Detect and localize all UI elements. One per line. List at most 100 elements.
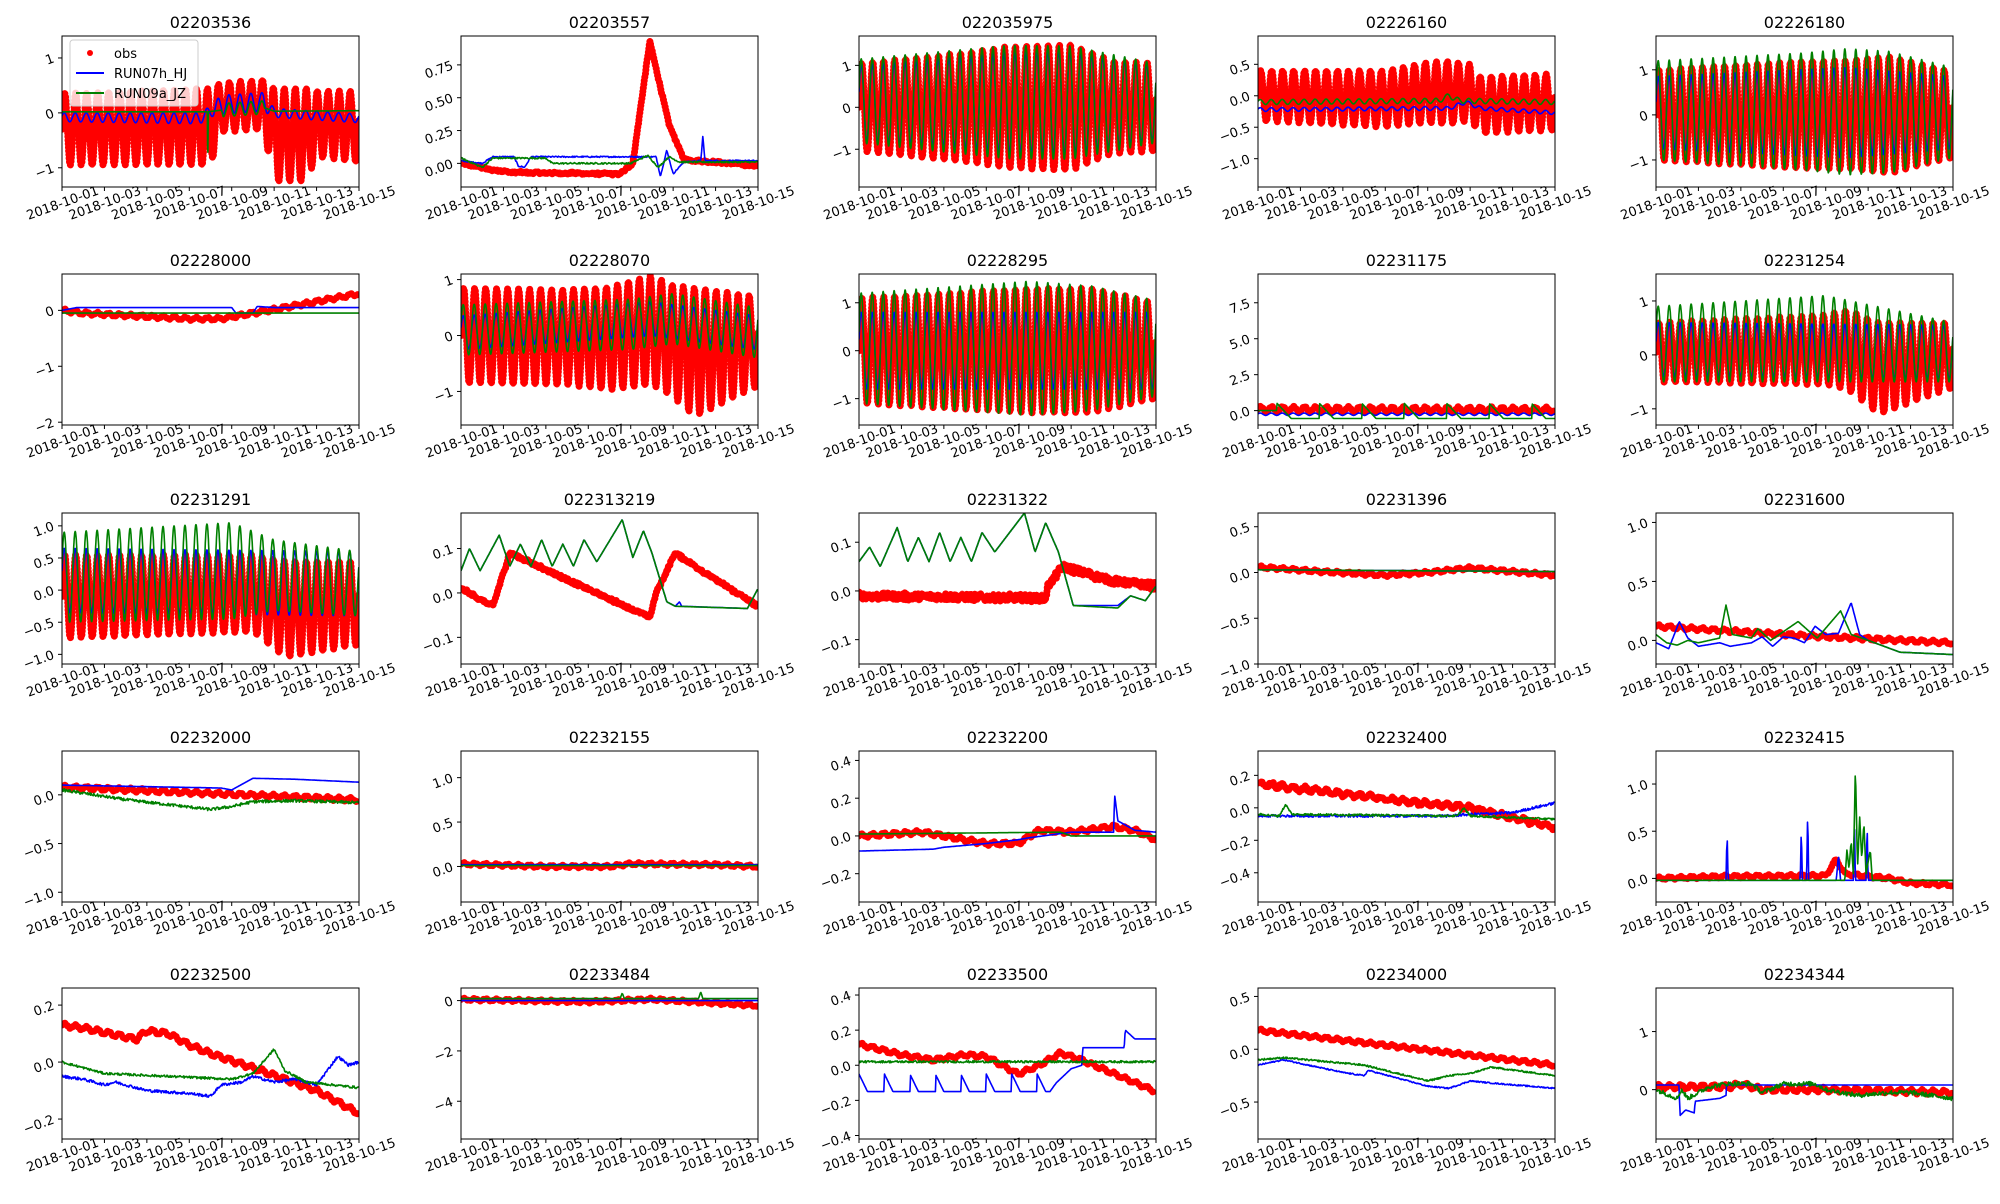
subplot-02232400: 02232400−0.4−0.20.00.22018-10-012018-10-… <box>1218 728 1594 939</box>
subplot-title: 02231291 <box>170 490 251 509</box>
y-tick-label: −0.4 <box>1218 866 1253 891</box>
obs-series-band <box>859 560 1156 605</box>
y-tick-label: −1 <box>33 161 56 182</box>
plot-area <box>1258 57 1555 137</box>
subplot-02231175: 022311750.02.55.07.52018-10-012018-10-03… <box>1221 251 1594 462</box>
y-tick-label: 0.0 <box>829 830 854 851</box>
axes-frame <box>1655 35 1954 188</box>
axes-frame <box>1257 512 1556 665</box>
y-tick-label: 0.0 <box>32 1056 57 1077</box>
run09a-jz-series <box>62 100 359 153</box>
y-tick-label: 1 <box>1637 1025 1650 1042</box>
y-tick-label: −1.0 <box>22 648 57 673</box>
run09a-jz-series <box>1656 775 1953 882</box>
plot-area <box>1258 402 1555 420</box>
plot-area <box>1258 562 1555 580</box>
plot-area <box>62 522 359 661</box>
legend-label-obs: obs <box>114 47 137 62</box>
y-tick-label: −0.2 <box>819 867 854 892</box>
y-tick-label: 0.0 <box>1228 801 1253 822</box>
y-tick-label: 0 <box>442 329 455 346</box>
plot-area <box>1656 48 1953 177</box>
obs-series-band <box>1258 778 1555 833</box>
y-tick-label: −4 <box>432 1095 455 1116</box>
axes-frame <box>858 35 1157 188</box>
subplot-02231396: 02231396−1.0−0.50.00.52018-10-012018-10-… <box>1218 490 1594 701</box>
y-tick-label: 1.0 <box>32 520 57 541</box>
axes-frame <box>1655 750 1954 903</box>
y-tick-label: 0.0 <box>431 587 456 608</box>
plot-area <box>62 76 359 185</box>
axes-frame <box>61 512 360 665</box>
obs-series-band <box>1656 621 1953 648</box>
subplot-02231291: 02231291−1.0−0.50.00.51.02018-10-012018-… <box>22 490 398 701</box>
obs-series-dots <box>62 1019 359 1118</box>
y-tick-label: −0.5 <box>22 837 57 862</box>
plot-area <box>62 777 359 812</box>
plot-area <box>859 795 1156 852</box>
subplot-title: 02203557 <box>569 13 650 32</box>
subplot-02232415: 022324150.00.51.02018-10-012018-10-03201… <box>1619 728 1992 939</box>
subplot-022313219: 022313219−0.10.00.12018-10-012018-10-032… <box>421 490 797 701</box>
y-tick-label: 0.0 <box>829 585 854 606</box>
axes-frame <box>1655 273 1954 426</box>
obs-series-band <box>859 821 1156 849</box>
plot-area <box>461 274 758 418</box>
obs-series-band <box>1258 403 1555 416</box>
subplot-title: 02232155 <box>569 728 650 747</box>
y-tick-label: 0 <box>442 994 455 1011</box>
plot-area <box>1656 294 1953 416</box>
plot-area <box>1656 602 1953 656</box>
obs-series-band <box>62 290 359 324</box>
obs-series-band <box>1258 1026 1555 1070</box>
plot-area <box>859 40 1156 174</box>
subplot-02226160: 02226160−1.0−0.50.00.52018-10-012018-10-… <box>1218 13 1594 224</box>
run09a-jz-series <box>62 522 359 623</box>
y-tick-label: −0.1 <box>819 633 854 658</box>
run09a-jz-series <box>62 1048 359 1090</box>
run07h-hj-series <box>1258 1058 1555 1090</box>
subplot-title: 02233500 <box>967 965 1048 984</box>
obs-series-band <box>62 1020 359 1117</box>
subplot-02232200: 02232200−0.20.00.20.42018-10-012018-10-0… <box>819 728 1195 939</box>
legend-box <box>69 39 199 107</box>
y-tick-label: 0 <box>840 344 853 361</box>
y-tick-label: 0.75 <box>423 59 455 83</box>
subplot-title: 02231322 <box>967 490 1048 509</box>
legend: obs RUN07h_HJ RUN09a_JZ <box>69 39 199 107</box>
subplot-02232155: 022321550.00.51.02018-10-012018-10-03201… <box>424 728 797 939</box>
subplot-title: 02232500 <box>170 965 251 984</box>
obs-series-band <box>461 549 758 621</box>
y-tick-label: 0.00 <box>423 157 455 181</box>
plot-area <box>1656 775 1953 890</box>
subplot-title: 022313219 <box>564 490 656 509</box>
plot-area <box>62 1019 359 1118</box>
y-tick-label: −0.5 <box>1218 612 1253 637</box>
y-tick-label: 0.1 <box>829 536 854 557</box>
subplot-title: 02228000 <box>170 251 251 270</box>
subplot-title: 022035975 <box>962 13 1054 32</box>
legend-obs-marker <box>87 50 93 56</box>
subplot-title: 02234344 <box>1764 965 1845 984</box>
y-tick-label: 0 <box>1637 349 1650 366</box>
obs-series-band <box>1656 856 1953 890</box>
plot-area <box>461 519 758 622</box>
subplot-title: 02226160 <box>1366 13 1447 32</box>
y-tick-label: 0.0 <box>32 789 57 810</box>
subplot-title: 02231175 <box>1366 251 1447 270</box>
y-tick-label: 1 <box>840 296 853 313</box>
y-tick-label: 0.4 <box>829 754 854 775</box>
axes-frame <box>1257 987 1556 1140</box>
run09a-jz-series <box>1656 1080 1953 1102</box>
run09a-jz-series <box>1258 803 1555 821</box>
y-tick-label: 0.5 <box>431 816 456 837</box>
axes-frame <box>1257 273 1556 426</box>
run07h-hj-series <box>62 305 359 314</box>
run09a-jz-series <box>461 154 758 169</box>
run07h-hj-series <box>859 1029 1156 1093</box>
obs-series-band <box>1258 58 1555 137</box>
subplot-title: 02228070 <box>569 251 650 270</box>
run09a-jz-series <box>859 44 1156 160</box>
run07h-hj-series <box>1258 412 1555 417</box>
